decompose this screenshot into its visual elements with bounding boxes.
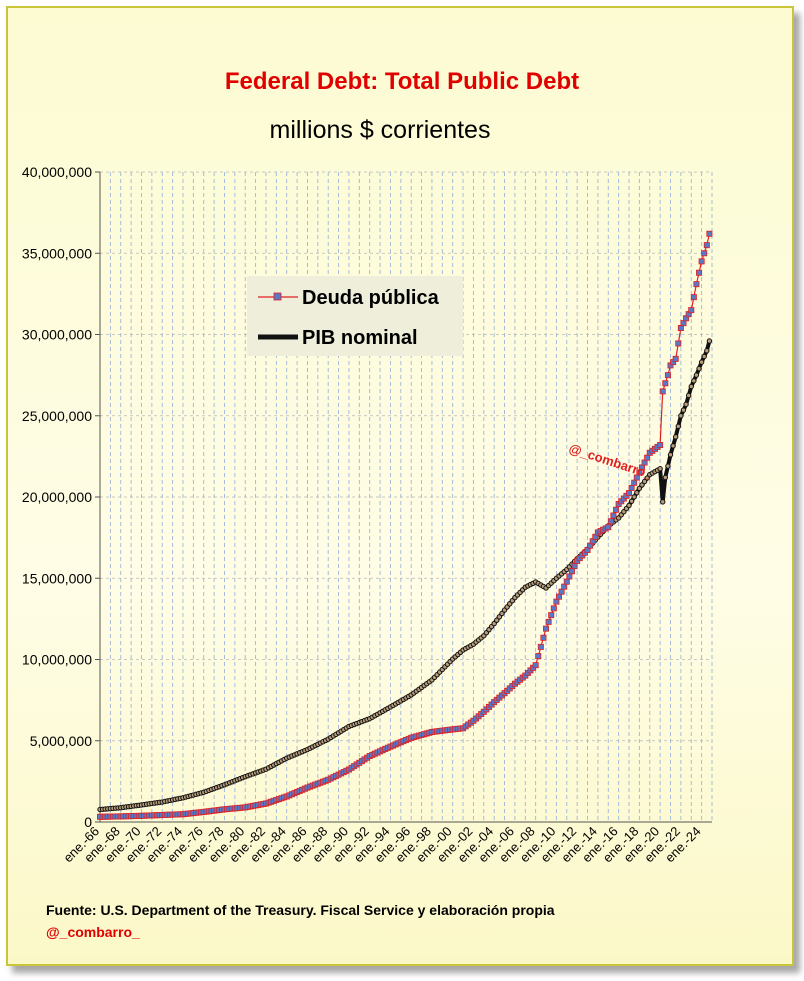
deuda-publica-point xyxy=(706,230,713,237)
pib-nominal-point xyxy=(685,392,692,399)
y-tick-label: 25,000,000 xyxy=(22,408,92,424)
deuda-publica-point xyxy=(613,506,620,513)
legend: Deuda pública PIB nominal xyxy=(247,276,463,356)
deuda-publica-point xyxy=(664,372,671,379)
y-tick-label: 5,000,000 xyxy=(30,733,92,749)
y-tick-label: 10,000,000 xyxy=(22,652,92,668)
y-axis-tick-labels: 0 5,000,000 10,000,000 15,000,000 20,000,000… xyxy=(22,164,92,830)
grid-lines xyxy=(99,171,713,823)
pib-nominal-point xyxy=(636,485,643,492)
pib-nominal-point xyxy=(683,401,689,408)
pib-nominal-point xyxy=(496,614,503,620)
deuda-publica-point xyxy=(677,324,684,331)
chart-title: Federal Debt: Total Public Debt xyxy=(224,68,580,95)
legend-debt-label: Deuda pública xyxy=(302,287,440,309)
deuda-publica-point xyxy=(696,269,703,276)
deuda-publica-point xyxy=(605,524,612,531)
deuda-publica-point xyxy=(703,242,710,249)
pib-nominal-point xyxy=(657,466,663,472)
deuda-publica-point xyxy=(675,340,682,347)
x-axis-tick-labels: ene.-66ene.-68ene.-70ene.-72ene.-74ene.-… xyxy=(60,824,703,866)
deuda-publica-point xyxy=(550,605,557,612)
deuda-publica-point xyxy=(540,634,547,641)
y-tick-label: 20,000,000 xyxy=(22,489,92,505)
pib-nominal-point xyxy=(698,359,705,365)
deuda-publica-point xyxy=(626,490,633,497)
deuda-publica-point xyxy=(607,518,614,525)
pib-nominal-point xyxy=(662,474,669,481)
deuda-publica-point xyxy=(532,662,539,669)
pib-nominal-point xyxy=(644,475,650,481)
axes xyxy=(95,171,712,823)
deuda-publica-point xyxy=(543,625,550,632)
pib-nominal-point xyxy=(665,463,671,469)
deuda-publica-point xyxy=(566,573,573,580)
y-tick-label: 40,000,000 xyxy=(22,164,92,180)
deuda-publica-point xyxy=(628,484,635,491)
pib-nominal-point xyxy=(680,407,687,413)
deuda-publica-point xyxy=(688,307,695,314)
deuda-publica-point xyxy=(659,388,666,395)
deuda-publica-point xyxy=(662,380,669,387)
series-group xyxy=(97,230,713,820)
y-tick-label: 0 xyxy=(84,814,92,830)
deuda-publica-point xyxy=(698,258,705,265)
pib-nominal-point xyxy=(628,498,635,504)
deuda-publica-point xyxy=(568,568,575,575)
y-tick-label: 15,000,000 xyxy=(22,570,92,586)
deuda-publica-point xyxy=(610,512,617,519)
deuda-publica-point xyxy=(690,294,697,301)
legend-debt-swatch-marker xyxy=(273,292,282,301)
pib-nominal-point xyxy=(704,348,710,354)
pib-nominal-point xyxy=(693,372,700,378)
deuda-publica-point xyxy=(693,281,700,288)
deuda-publica-point xyxy=(563,578,570,585)
pib-nominal-point xyxy=(499,610,505,617)
deuda-publica-point xyxy=(558,588,565,595)
deuda-publica-point xyxy=(561,583,568,590)
pib-nominal-point xyxy=(660,499,666,505)
deuda-publica-point xyxy=(553,598,560,605)
deuda-publica-point xyxy=(545,618,552,625)
source-note: Fuente: U.S. Department of the Treasury.… xyxy=(46,902,555,918)
deuda-publica-point xyxy=(657,441,664,448)
chart-subtitle: millions $ corrientes xyxy=(269,116,491,144)
pib-nominal-point xyxy=(641,478,648,485)
deuda-publica-point xyxy=(571,563,578,570)
pib-nominal-point xyxy=(494,617,500,623)
pib-nominal-point xyxy=(491,620,497,627)
deuda-publica-point xyxy=(672,355,679,362)
pib-nominal-point xyxy=(675,423,681,430)
pib-nominal-point xyxy=(701,353,707,360)
pib-nominal-point xyxy=(634,489,640,496)
pib-nominal-point xyxy=(691,378,697,384)
deuda-publica-point xyxy=(701,250,708,257)
deuda-publica-point xyxy=(631,479,638,486)
deuda-publica-point xyxy=(548,612,555,619)
deuda-publica-point xyxy=(535,653,542,660)
deuda-publica-point xyxy=(644,454,651,461)
y-tick-label: 35,000,000 xyxy=(22,245,92,261)
deuda-publica-point xyxy=(680,320,687,327)
deuda-publica-point xyxy=(537,643,544,650)
pib-nominal-point xyxy=(667,452,674,458)
pib-nominal-point xyxy=(626,502,632,509)
y-tick-label: 30,000,000 xyxy=(22,327,92,343)
pib-nominal-point xyxy=(706,338,713,344)
pib-nominal-point xyxy=(670,443,676,449)
deuda-publica-point xyxy=(556,593,563,600)
pib-nominal-point xyxy=(678,413,684,419)
legend-gdp-label: PIB nominal xyxy=(302,327,418,349)
pib-nominal-point xyxy=(631,494,637,500)
author-handle: @_combarro_ xyxy=(46,924,140,940)
pib-nominal-point xyxy=(688,383,694,390)
pib-nominal-point xyxy=(672,434,679,440)
pib-nominal-point xyxy=(696,365,702,372)
pib-nominal-point xyxy=(639,482,645,488)
